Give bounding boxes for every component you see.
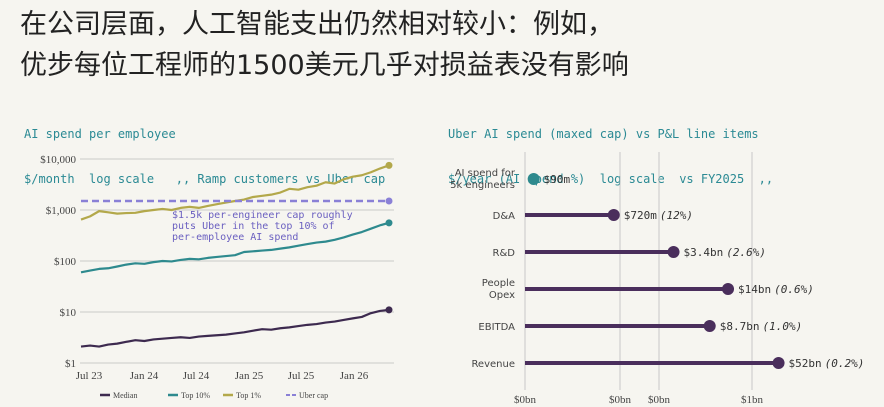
lollipop-dot [703,320,716,332]
x-tick-label: $0bn [514,394,537,406]
cap-annotation: $1.5k per-engineer cap roughly puts Uber … [172,210,353,243]
y-tick-label: $1 [65,358,76,370]
right-subtitle-line-2: $/year (AI spend %) log scale vs FY2025 … [448,172,774,186]
value-percent: (1.0%) [762,320,802,333]
value-label: $14bn (0.6%) [738,283,814,296]
left-subtitle-line-1: AI spend per employee [24,127,176,141]
cap-annotation-line: per-employee AI spend [172,232,298,243]
y-tick-label: $100 [54,256,77,268]
series-uber-cap-endpoint [385,197,393,205]
y-tick-label: $10 [60,307,77,319]
category-label: AI spend for 5k engineers [450,168,516,191]
legend-label: Median [113,391,137,400]
category-label-line: Opex [489,290,515,301]
value-label: $90m [544,173,571,186]
x-tick-label: $0bn [648,394,671,406]
x-tick-label: $1bn [741,394,764,406]
lollipop-dot [527,173,540,185]
category-label-line: 5k engineers [450,180,515,191]
value-amount: $720m [624,209,657,222]
category-label-line: R&D [493,248,516,259]
value-label: $52bn (0.2%) [789,357,865,370]
series-median-line [80,308,390,348]
right-chart-subtitle: Uber AI spend (maxed cap) vs P&L line it… [448,97,773,202]
category-label-line: People [482,278,515,289]
category-label: R&D [493,248,516,259]
value-percent: (0.2%) [825,357,865,370]
x-tick-label: $0bn [609,394,632,406]
headline: 在公司层面，人工智能支出仍然相对较小：例如， 优步每位工程师的1500美元几乎对… [20,4,629,86]
value-label: $3.4bn (2.6%) [684,246,767,259]
value-amount: $52bn [789,357,822,370]
y-tick-label: $10,000 [40,154,76,166]
cap-annotation-line: $1.5k per-engineer cap roughly [172,210,353,221]
series-top-10--line [80,221,390,274]
lollipop-dot [772,357,785,369]
cap-annotation-line: puts Uber in the top 10% of [172,221,335,232]
lollipop-dot [667,246,680,258]
series-top-10--endpoint [385,219,393,227]
legend-label: Uber cap [299,391,328,400]
value-label: $720m (12%) [624,209,693,222]
category-label: D&A [493,211,515,222]
right-subtitle-line-1: Uber AI spend (maxed cap) vs P&L line it… [448,127,759,141]
value-percent: (2.6%) [726,246,766,259]
lollipop-dot [722,283,735,295]
x-tick-label: Jul 24 [183,370,210,382]
category-label: People Opex [482,278,515,301]
value-amount: $14bn [738,283,771,296]
lollipop-dot [607,209,620,221]
value-amount: $8.7bn [720,320,760,333]
category-label: Revenue [471,359,515,370]
x-tick-label: Jan 24 [130,370,159,382]
series-top-1--endpoint [385,161,393,169]
value-label: $8.7bn (1.0%) [720,320,803,333]
value-amount: $3.4bn [684,246,724,259]
value-percent: (12%) [660,209,693,222]
value-percent: (0.6%) [774,283,814,296]
legend-label: Top 10% [181,391,210,400]
x-tick-label: Jan 25 [235,370,264,382]
series-median-endpoint [385,306,393,314]
category-label-line: EBITDA [478,322,515,333]
x-tick-label: Jul 25 [288,370,315,382]
headline-line-1: 在公司层面，人工智能支出仍然相对较小：例如， [20,9,614,40]
category-label-line: Revenue [471,359,515,370]
category-label-line: AI spend for [455,168,516,179]
category-label: EBITDA [478,322,515,333]
category-label-line: D&A [493,211,515,222]
headline-line-2: 优步每位工程师的1500美元几乎对损益表没有影响 [20,50,629,81]
x-tick-label: Jan 26 [340,370,369,382]
y-tick-label: $1,000 [46,205,77,217]
x-tick-label: Jul 23 [76,370,103,382]
value-amount: $90m [544,173,571,186]
legend-label: Top 1% [236,391,261,400]
